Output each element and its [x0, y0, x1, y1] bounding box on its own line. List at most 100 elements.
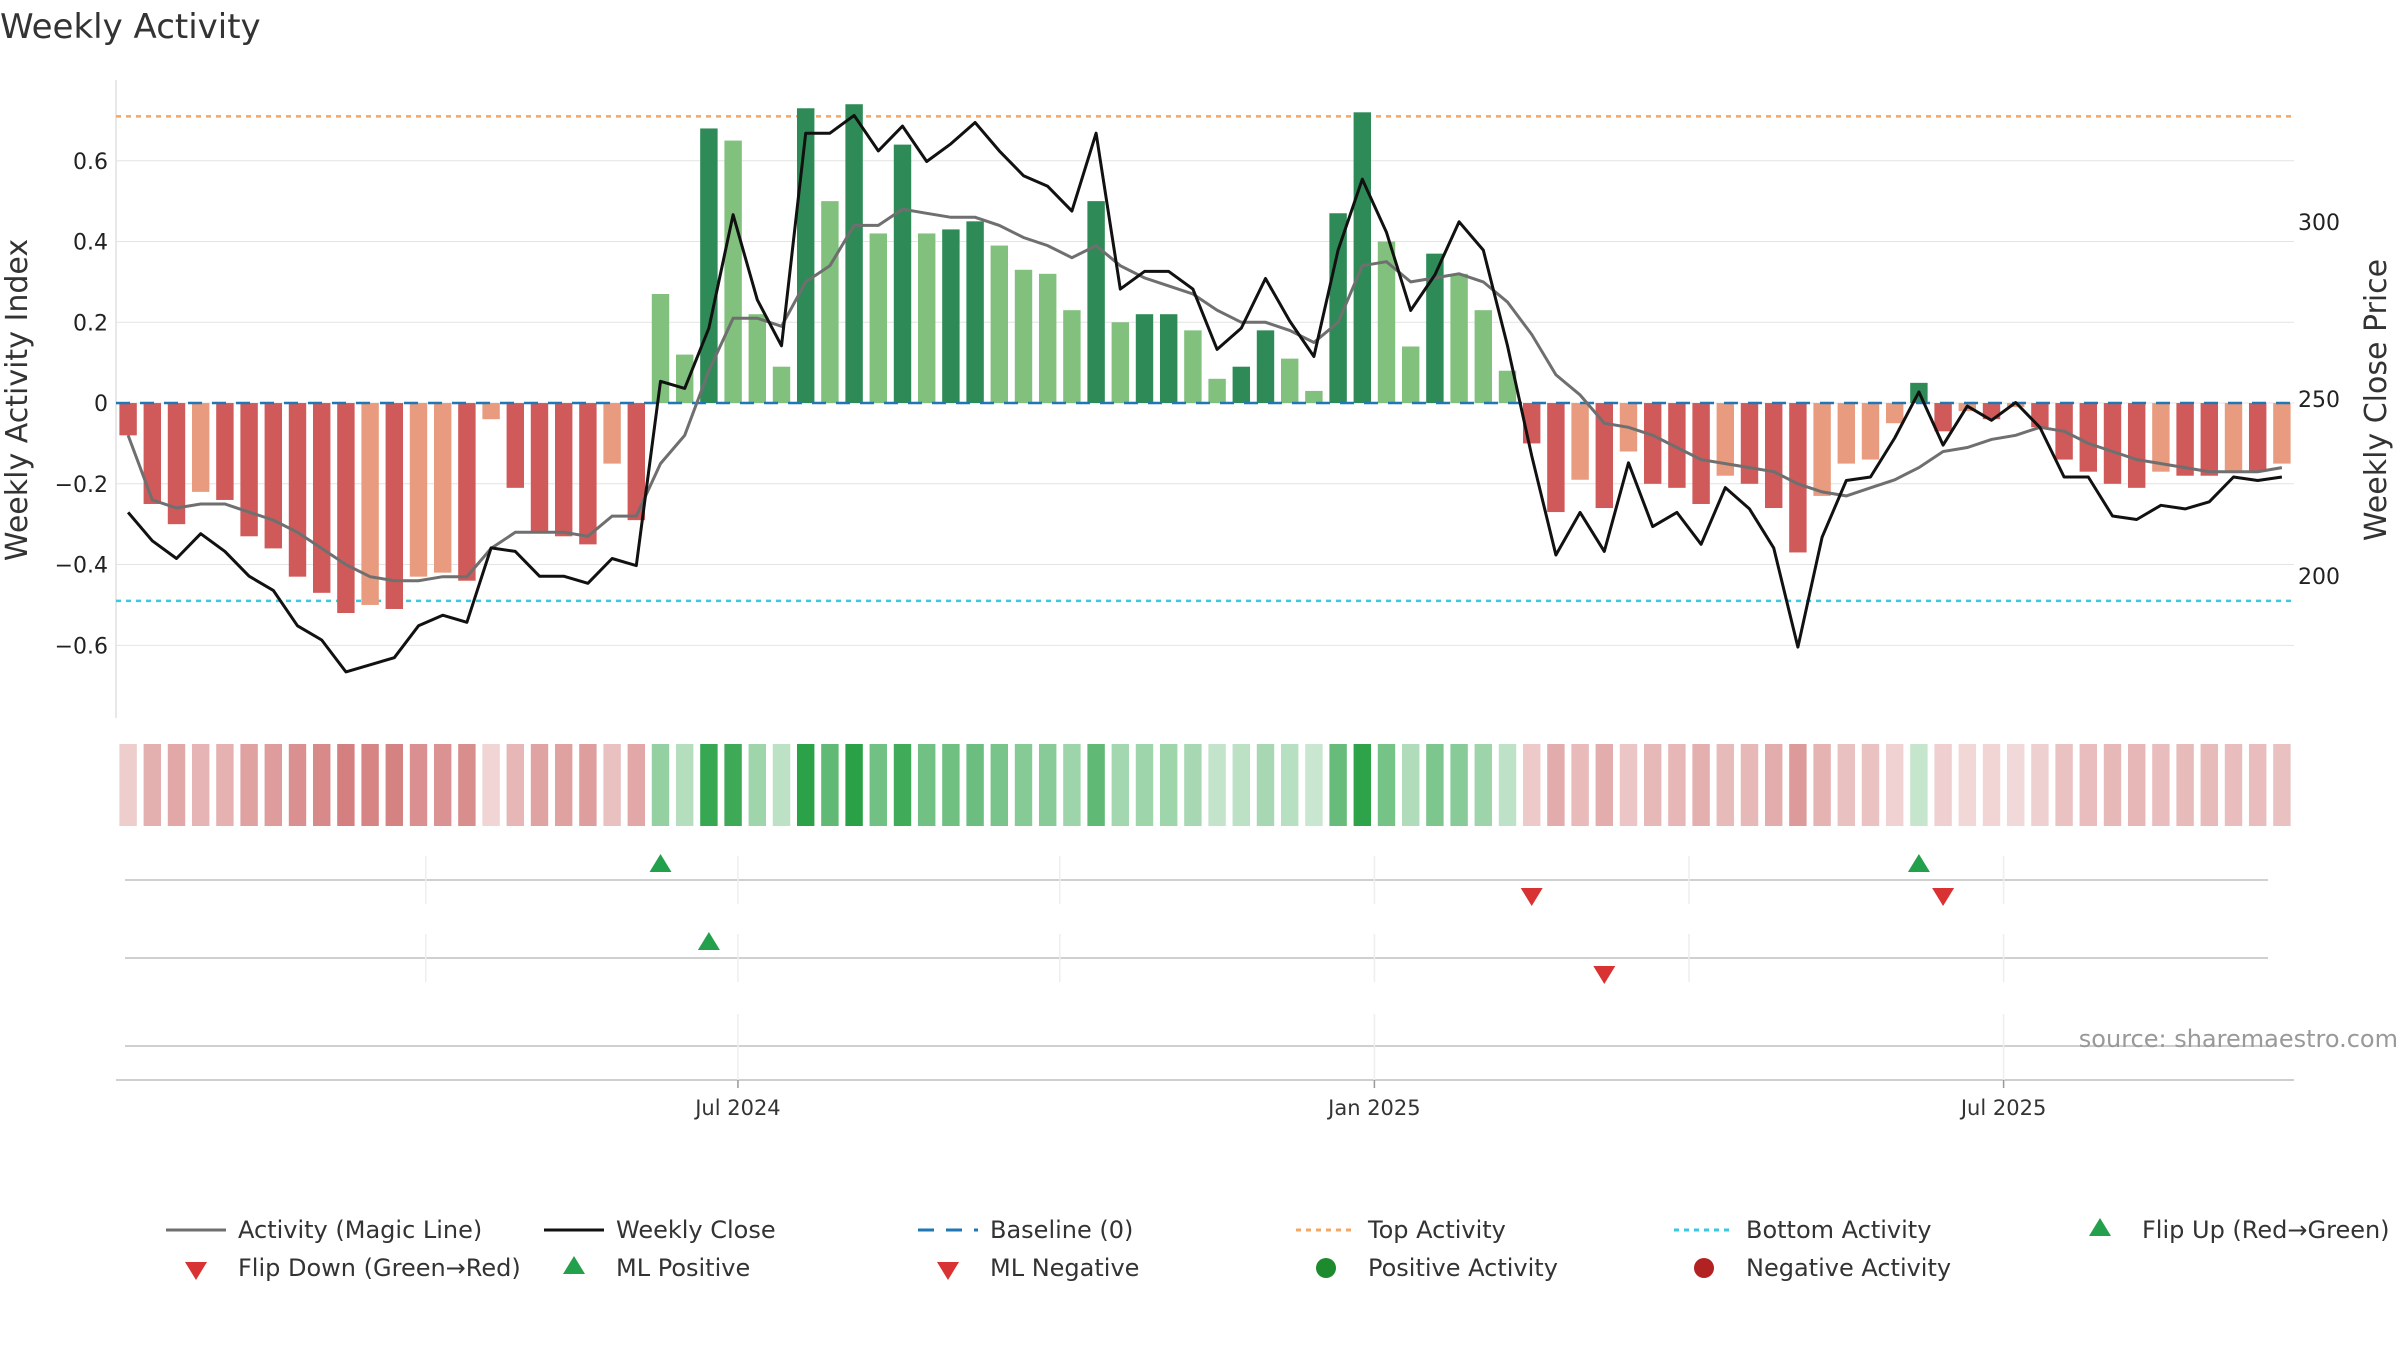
activity-bar	[651, 294, 670, 404]
activity-bar	[337, 403, 355, 614]
activity-bar	[724, 140, 742, 404]
flip-events-panel	[125, 854, 2268, 906]
activity-bar	[1885, 403, 1904, 424]
heatstrip-cell	[554, 744, 573, 826]
activity-bar	[433, 403, 452, 573]
activity-bar	[1861, 403, 1880, 460]
heatstrip-cell	[506, 744, 525, 826]
activity-bar	[917, 233, 936, 404]
heatstrip-cell	[2055, 744, 2073, 826]
activity-bar	[990, 245, 1009, 404]
heatstrip-cell	[2127, 744, 2146, 826]
heatstrip-cell	[167, 744, 186, 826]
y-tick-label: −0.4	[55, 554, 108, 579]
activity-bar	[1547, 403, 1565, 513]
activity-bar	[2031, 403, 2049, 428]
heatstrip-cell	[1789, 744, 1807, 826]
activity-bar	[1353, 112, 1372, 404]
activity-bar	[845, 104, 863, 404]
heatstrip-cell	[143, 744, 162, 826]
activity-bar	[409, 403, 428, 577]
heatstrip-cell	[2200, 744, 2219, 826]
activity-bar	[554, 403, 573, 537]
legend-swatch-up-triangle	[563, 1256, 585, 1274]
y-axis-label: Weekly Activity Index	[0, 239, 35, 561]
heatstrip-cell	[1643, 744, 1662, 826]
heatstrip-cell	[264, 744, 283, 826]
legend-label: ML Positive	[616, 1254, 750, 1282]
heatstrip-cell	[1280, 744, 1299, 826]
heatstrip-cell	[845, 744, 863, 826]
legend-label: Baseline (0)	[990, 1216, 1133, 1244]
heatstrip-cell	[1910, 744, 1928, 826]
line-series	[126, 113, 2283, 674]
heatstrip-cell	[603, 744, 621, 826]
legend-label: Negative Activity	[1746, 1254, 1951, 1282]
heatstrip-cell	[1934, 744, 1952, 826]
activity-bar	[312, 403, 331, 593]
heatstrip-cell	[579, 744, 597, 826]
activity-bar	[1571, 403, 1589, 480]
activity-bar	[1426, 253, 1444, 404]
activity-bar	[869, 233, 888, 404]
activity-bar	[288, 403, 307, 577]
activity-bar	[1740, 403, 1759, 484]
activity-bar	[1280, 358, 1299, 404]
activity-bar	[821, 201, 839, 404]
legend-label: Flip Up (Red→Green)	[2142, 1216, 2390, 1244]
legend-label: ML Negative	[990, 1254, 1139, 1282]
heatstrip-cell	[1063, 744, 1081, 826]
heatstrip-cell	[1329, 744, 1347, 826]
heatstrip-cell	[312, 744, 331, 826]
ml-events-panel	[125, 932, 2268, 984]
activity-bar	[191, 403, 210, 492]
heatstrip-cell	[337, 744, 355, 826]
heatstrip-cell	[724, 744, 742, 826]
activity-bar	[1643, 403, 1662, 484]
activity-bar	[1377, 241, 1396, 404]
heatstrip-cell	[1135, 744, 1154, 826]
heatstrip-cell	[942, 744, 960, 826]
heatstrip-cell	[288, 744, 307, 826]
flip-down-marker	[1520, 888, 1543, 906]
date-tick-label: Jul 2025	[1959, 1096, 2046, 1120]
source-credit: source: sharemaestro.com	[2079, 1025, 2398, 1053]
activity-bar	[458, 403, 476, 581]
activity-heatstrip	[119, 744, 2291, 826]
y2-tick-label: 300	[2298, 211, 2340, 236]
ml-negative-marker	[1593, 966, 1616, 984]
activity-bar	[748, 314, 767, 404]
activity-bar	[1087, 201, 1105, 404]
legend-label: Positive Activity	[1368, 1254, 1558, 1282]
activity-bar	[1934, 403, 1952, 432]
heatstrip-cell	[1813, 744, 1831, 826]
heatstrip-cell	[1256, 744, 1275, 826]
heatstrip-cell	[1014, 744, 1033, 826]
heatstrip-cell	[772, 744, 791, 826]
activity-bar	[143, 403, 162, 504]
heatstrip-cell	[1111, 744, 1130, 826]
activity-bar	[2127, 403, 2146, 488]
heatstrip-cell	[1837, 744, 1856, 826]
heatstrip-cell	[1426, 744, 1444, 826]
date-tick-label: Jan 2025	[1326, 1096, 1421, 1120]
flip-up-marker	[1907, 854, 1930, 872]
activity-bar	[1063, 310, 1081, 404]
gridlines	[115, 80, 2294, 718]
activity-bar	[385, 403, 404, 609]
heatstrip-cell	[1208, 744, 1226, 826]
flip-down-marker	[1932, 888, 1955, 906]
activity-bar	[1764, 403, 1783, 509]
heatstrip-cell	[2273, 744, 2291, 826]
heatstrip-cell	[458, 744, 476, 826]
heatstrip-cell	[385, 744, 404, 826]
activity-bar	[119, 403, 137, 436]
heatstrip-cell	[1353, 744, 1372, 826]
activity-bar	[1256, 330, 1275, 404]
legend-swatch-down-triangle	[937, 1262, 959, 1280]
heatstrip-cell	[2176, 744, 2194, 826]
activity-bar	[627, 403, 646, 521]
activity-bar	[2200, 403, 2219, 476]
activity-bar	[675, 354, 694, 404]
heatstrip-cell	[869, 744, 888, 826]
